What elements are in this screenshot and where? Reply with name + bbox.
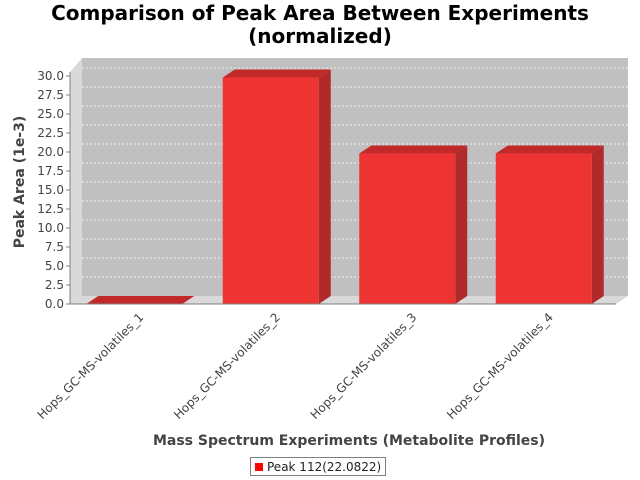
y-tick-label: 10.0: [37, 221, 64, 235]
y-tick-label: 7.5: [45, 240, 64, 254]
plot-side-wall: [70, 58, 82, 304]
y-tick-label: 15.0: [37, 183, 64, 197]
x-tick-label: Hops_GC-MS-volatiles_3: [308, 310, 420, 422]
bar-top: [495, 145, 604, 154]
bar: [222, 69, 331, 305]
bar-front: [359, 153, 456, 304]
x-tick-label: Hops_GC-MS-volatiles_2: [171, 310, 283, 422]
bar-top: [359, 145, 468, 154]
bar-top: [222, 69, 331, 78]
bar-side: [318, 69, 331, 305]
bar-top: [86, 296, 195, 304]
legend-swatch: [255, 462, 263, 471]
x-tick-label: Hops_GC-MS-volatiles_1: [35, 310, 147, 422]
y-tick-label: 5.0: [45, 259, 64, 273]
chart-title: Comparison of Peak Area Between Experime…: [0, 2, 640, 48]
x-tick-label: Hops_GC-MS-volatiles_4: [444, 310, 556, 422]
bar-front: [222, 77, 319, 305]
bar-front: [495, 153, 592, 304]
y-axis-label: Peak Area (1e-3): [12, 116, 28, 249]
y-tick-label: 27.5: [37, 88, 64, 102]
x-categories: Hops_GC-MS-volatiles_1 Hops_GC-MS-volatil…: [35, 310, 556, 422]
y-tick-label: 17.5: [37, 164, 64, 178]
bar: [495, 145, 604, 304]
bar-side: [591, 145, 604, 304]
x-axis-label: Mass Spectrum Experiments (Metabolite Pr…: [153, 433, 545, 449]
bar: [359, 145, 468, 304]
bars: [86, 69, 604, 305]
bar: [86, 296, 195, 304]
y-tick-label: 30.0: [37, 69, 64, 83]
y-tick-label: 12.5: [37, 202, 64, 216]
y-tick-label: 22.5: [37, 126, 64, 140]
legend-label: Peak 112(22.0822): [267, 459, 382, 474]
y-tick-label: 20.0: [37, 145, 64, 159]
y-tick-label: 0.0: [45, 297, 64, 311]
bar-side: [455, 145, 468, 304]
plot-floor: [70, 296, 628, 304]
gridlines: [82, 67, 628, 278]
chart-title-line1: Comparison of Peak Area Between Experime…: [51, 1, 589, 25]
y-tick-label: 2.5: [45, 278, 64, 292]
y-tick-label: 25.0: [37, 107, 64, 121]
legend: Peak 112(22.0822): [250, 457, 386, 476]
y-ticks: 0.0 2.5 5.0 7.5 10.0 12.5 15.0 17.5 20.0 22.5 25.0…: [37, 69, 70, 311]
chart-title-line2: (normalized): [248, 24, 392, 48]
